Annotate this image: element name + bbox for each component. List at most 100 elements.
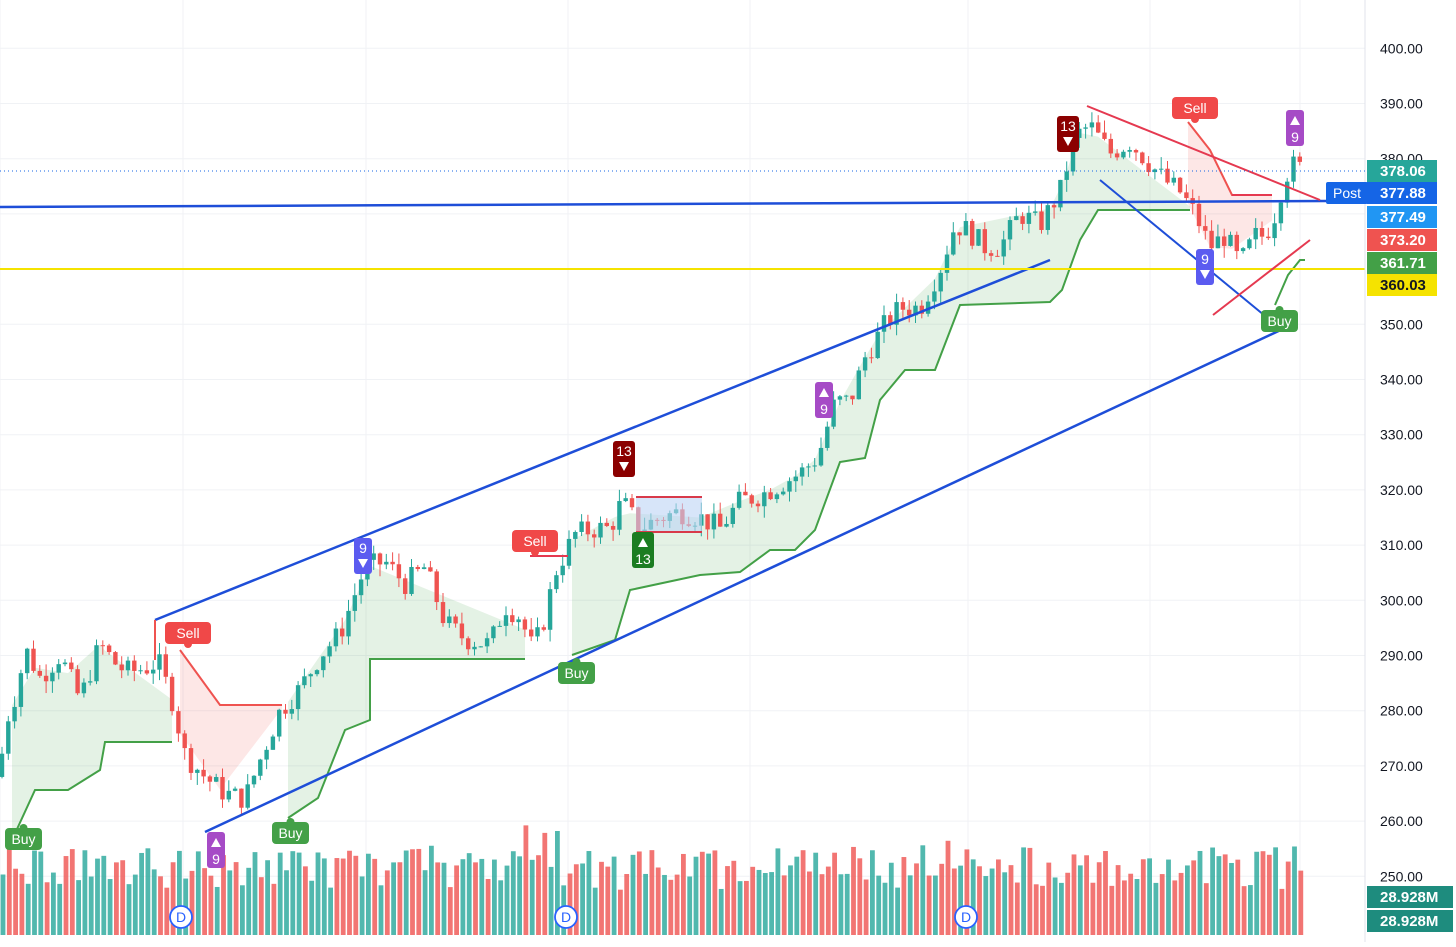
consolidation-box[interactable] (636, 497, 702, 532)
candle-body[interactable] (56, 664, 61, 673)
candle-body[interactable] (289, 709, 294, 714)
candle-body[interactable] (1297, 156, 1302, 162)
candle-body[interactable] (1014, 216, 1019, 221)
candle-body[interactable] (718, 513, 723, 527)
candle-body[interactable] (529, 629, 534, 637)
candle-body[interactable] (264, 749, 269, 760)
candle-body[interactable] (384, 561, 389, 565)
post-market-badge[interactable] (1326, 182, 1368, 204)
candle-body[interactable] (358, 579, 364, 596)
candle-body[interactable] (478, 646, 483, 648)
candle-body[interactable] (1020, 216, 1025, 224)
candle-body[interactable] (214, 777, 219, 782)
candle-body[interactable] (352, 595, 357, 611)
candle-body[interactable] (774, 494, 780, 500)
candle-body[interactable] (75, 669, 80, 694)
candle-body[interactable] (1114, 153, 1120, 158)
candle-body[interactable] (1058, 179, 1063, 208)
candle-body[interactable] (711, 513, 717, 530)
candle-body[interactable] (232, 788, 238, 791)
candle-body[interactable] (724, 523, 729, 527)
candle-body[interactable] (1171, 177, 1176, 183)
candle-body[interactable] (1083, 127, 1088, 129)
candle-body[interactable] (1108, 138, 1113, 154)
price-tag[interactable] (1367, 206, 1437, 228)
candle-body[interactable] (188, 748, 194, 773)
candle-body[interactable] (321, 656, 326, 671)
volume-tag[interactable] (1367, 910, 1453, 932)
candle-body[interactable] (768, 492, 773, 500)
candle-body[interactable] (377, 553, 383, 565)
candle-body[interactable] (415, 566, 420, 570)
candle-body[interactable] (1247, 239, 1252, 249)
candle-body[interactable] (781, 491, 786, 495)
candle-body[interactable] (541, 627, 546, 630)
candle-body[interactable] (787, 481, 792, 492)
candle-body[interactable] (37, 670, 42, 676)
candle-body[interactable] (88, 681, 93, 683)
candle-body[interactable] (302, 676, 307, 686)
candle-body[interactable] (907, 309, 912, 316)
dividend-icon[interactable] (554, 905, 578, 929)
candle-body[interactable] (371, 553, 376, 560)
candle-body[interactable] (560, 565, 565, 576)
candle-body[interactable] (1146, 163, 1151, 173)
candle-body[interactable] (31, 648, 36, 671)
candle-body[interactable] (806, 466, 811, 468)
candle-body[interactable] (491, 626, 496, 639)
candle-body[interactable] (1266, 236, 1271, 239)
candle-body[interactable] (1253, 227, 1258, 240)
candle-body[interactable] (730, 507, 735, 524)
candle-body[interactable] (762, 492, 767, 507)
candle-body[interactable] (1051, 205, 1057, 208)
candle-body[interactable] (1121, 151, 1126, 158)
candle-body[interactable] (50, 672, 55, 682)
candle-body[interactable] (881, 315, 887, 332)
candle-body[interactable] (182, 733, 187, 749)
candle-body[interactable] (295, 685, 301, 710)
channel-upper-line[interactable] (154, 258, 1051, 622)
candle-body[interactable] (132, 660, 137, 671)
candle-body[interactable] (623, 498, 628, 502)
candle-body[interactable] (585, 521, 591, 535)
candle-body[interactable] (176, 711, 181, 734)
volume-tag[interactable] (1367, 886, 1453, 908)
candle-body[interactable] (617, 501, 622, 530)
candle-body[interactable] (340, 628, 345, 637)
candle-body[interactable] (995, 255, 1000, 257)
candle-body[interactable] (837, 396, 843, 400)
candle-body[interactable] (812, 465, 817, 467)
candle-body[interactable] (277, 709, 282, 737)
candle-body[interactable] (743, 491, 748, 496)
candle-body[interactable] (69, 662, 74, 670)
candle-body[interactable] (951, 232, 956, 255)
candle-body[interactable] (988, 253, 994, 256)
candle-body[interactable] (459, 623, 465, 639)
candle-body[interactable] (1133, 150, 1139, 153)
channel-lower-line[interactable] (204, 326, 1286, 834)
candle-body[interactable] (1228, 234, 1233, 246)
candle-body[interactable] (1026, 212, 1032, 224)
candle-body[interactable] (1177, 177, 1183, 193)
candle-body[interactable] (81, 682, 87, 694)
candle-body[interactable] (875, 331, 880, 359)
candle-body[interactable] (900, 302, 906, 310)
candle-body[interactable] (957, 232, 962, 236)
candle-body[interactable] (554, 575, 559, 590)
candle-body[interactable] (522, 619, 528, 630)
candle-body[interactable] (390, 561, 395, 565)
candle-body[interactable] (1184, 192, 1189, 199)
candle-body[interactable] (888, 315, 893, 325)
candle-body[interactable] (201, 769, 206, 777)
candle-body[interactable] (113, 652, 118, 665)
candle-body[interactable] (919, 305, 924, 314)
candle-body[interactable] (43, 675, 49, 682)
candle-body[interactable] (1222, 236, 1227, 246)
candle-body[interactable] (705, 514, 710, 530)
candle-body[interactable] (472, 646, 477, 650)
candle-body[interactable] (1096, 122, 1101, 133)
candle-body[interactable] (1001, 239, 1006, 257)
